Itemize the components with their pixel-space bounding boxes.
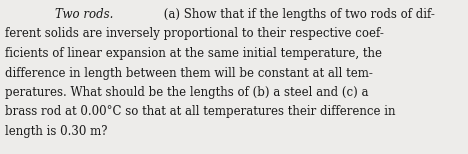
Text: brass rod at 0.00°C so that at all temperatures their difference in: brass rod at 0.00°C so that at all tempe… xyxy=(5,105,395,118)
Text: ficients of linear expansion at the same initial temperature, the: ficients of linear expansion at the same… xyxy=(5,47,382,60)
Text: (a) Show that if the lengths of two rods of dif-: (a) Show that if the lengths of two rods… xyxy=(160,8,434,21)
Text: length is 0.30 m?: length is 0.30 m? xyxy=(5,125,108,138)
Text: difference in length between them will be constant at all tem-: difference in length between them will b… xyxy=(5,67,373,79)
Text: peratures. What should be the lengths of (b) a steel and (c) a: peratures. What should be the lengths of… xyxy=(5,86,368,99)
Text: Two rods.: Two rods. xyxy=(55,8,113,21)
Text: ferent solids are inversely proportional to their respective coef-: ferent solids are inversely proportional… xyxy=(5,28,384,41)
